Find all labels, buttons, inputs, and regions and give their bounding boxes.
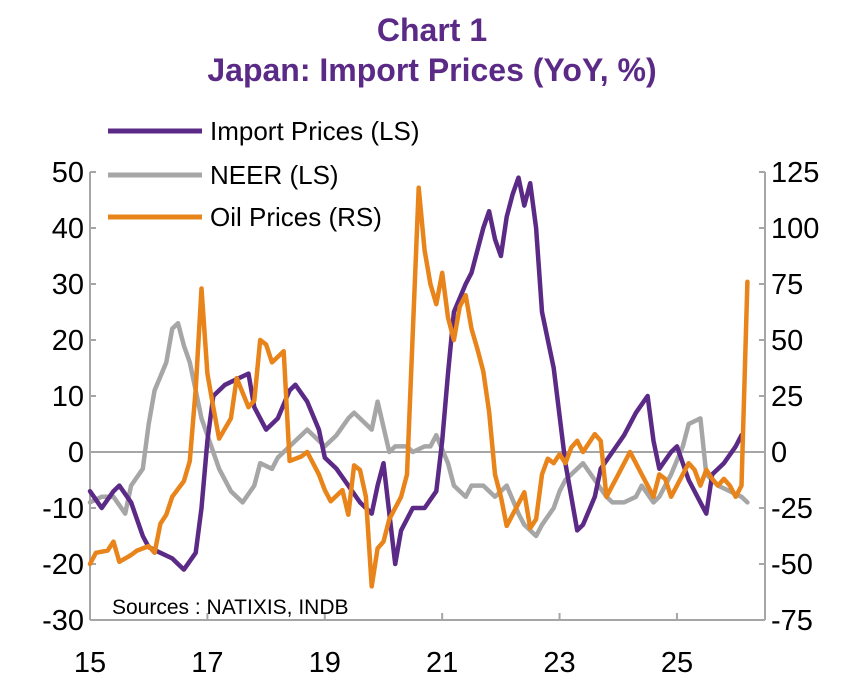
right-axis-tick-label: -50 [771,549,813,581]
left-axis-tick-label: 30 [52,269,84,301]
legend-label-oil-prices: Oil Prices (RS) [210,202,382,232]
x-axis-tick-label: 19 [309,647,341,679]
legend-label-import-prices: Import Prices (LS) [210,116,420,146]
legend: Import Prices (LS) NEER (LS) Oil Prices (R… [108,116,420,232]
chart-subtitle: Japan: Import Prices (YoY, %) [207,52,657,88]
source-note: Sources : NATIXIS, INDB [112,596,349,619]
oil-prices-line [87,185,750,589]
x-axis-tick-label: 15 [74,647,106,679]
right-axis-tick-label: 0 [771,437,787,469]
neer-line [87,320,750,539]
left-axis-tick-label: 10 [52,381,84,413]
right-axis-tick-label: -25 [771,493,813,525]
left-axis-tick-label: 50 [52,157,84,189]
left-axis-tick-label: -30 [42,605,84,637]
right-axis-tick-label: 25 [771,381,803,413]
x-axis-tick-label: 25 [661,647,693,679]
x-axis-tick-label: 21 [426,647,458,679]
x-axis-tick-label: 23 [543,647,575,679]
x-axis-tick-label: 17 [191,647,223,679]
series-layer [87,175,750,589]
left-axis-tick-label: -10 [42,493,84,525]
right-axis-tick-label: 75 [771,269,803,301]
left-axis-tick-label: 0 [68,437,84,469]
right-axis-tick-label: 50 [771,325,803,357]
right-axis-tick-label: -75 [771,605,813,637]
left-axis-tick-label: 20 [52,325,84,357]
left-axis-tick-label: 40 [52,213,84,245]
right-axis-tick-label: 100 [771,213,819,245]
axes: -30 -20 -10 0 10 20 30 40 50 -75 -50 -25 0 25 50 75 100 1… [42,157,819,679]
chart-title: Chart 1 [376,12,488,48]
import-prices-line [87,175,744,572]
legend-label-neer: NEER (LS) [210,160,339,190]
right-axis-tick-label: 125 [771,157,819,189]
left-axis-tick-label: -20 [42,549,84,581]
